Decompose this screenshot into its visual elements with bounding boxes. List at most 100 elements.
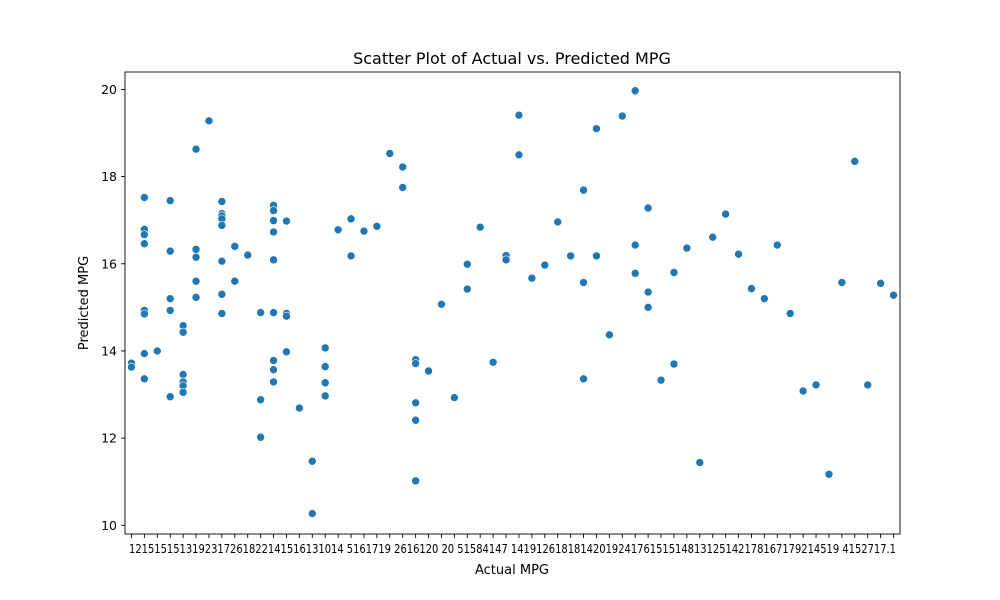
data-point bbox=[747, 284, 756, 293]
data-point bbox=[243, 250, 253, 260]
data-point bbox=[514, 110, 524, 120]
data-point bbox=[269, 356, 278, 365]
data-point bbox=[863, 380, 873, 390]
data-point bbox=[889, 290, 898, 300]
data-point bbox=[811, 380, 821, 390]
data-point bbox=[217, 221, 227, 230]
data-point bbox=[269, 308, 278, 317]
data-point bbox=[437, 300, 446, 309]
data-point bbox=[217, 289, 227, 299]
data-point bbox=[256, 308, 265, 317]
data-point bbox=[411, 415, 420, 425]
data-point bbox=[191, 293, 201, 302]
data-point bbox=[643, 303, 653, 312]
data-point bbox=[837, 278, 847, 287]
data-point bbox=[682, 243, 692, 253]
data-point bbox=[320, 391, 330, 401]
data-point bbox=[204, 116, 214, 126]
data-point bbox=[411, 359, 420, 368]
data-point bbox=[165, 392, 175, 402]
x-axis: 1215151513192317261822141516131014 51617… bbox=[129, 534, 896, 556]
data-point bbox=[217, 197, 227, 206]
data-point bbox=[643, 203, 653, 213]
data-point bbox=[191, 144, 201, 154]
data-point bbox=[178, 388, 188, 397]
x-axis-title: Actual MPG bbox=[475, 563, 549, 578]
data-point bbox=[307, 456, 317, 466]
data-point bbox=[269, 377, 278, 387]
data-point bbox=[191, 245, 201, 254]
data-point bbox=[269, 227, 278, 237]
data-point bbox=[734, 249, 743, 259]
data-point bbox=[656, 375, 666, 385]
data-point bbox=[721, 209, 730, 219]
data-point bbox=[708, 232, 718, 242]
data-point bbox=[514, 150, 524, 160]
data-point bbox=[282, 216, 291, 226]
data-point bbox=[772, 240, 782, 250]
data-point bbox=[140, 309, 149, 319]
data-point bbox=[333, 225, 343, 235]
data-point bbox=[282, 347, 291, 357]
data-point bbox=[488, 357, 498, 367]
data-point bbox=[320, 362, 330, 371]
y-tick-label: 20 bbox=[101, 82, 117, 97]
data-point bbox=[475, 222, 485, 232]
data-point bbox=[230, 276, 240, 286]
y-axis-title: Predicted MPG bbox=[77, 256, 92, 350]
data-point bbox=[372, 221, 382, 231]
data-point bbox=[359, 226, 369, 236]
data-point bbox=[605, 330, 614, 340]
data-point bbox=[269, 216, 278, 225]
data-point bbox=[165, 246, 175, 256]
data-point bbox=[630, 240, 640, 250]
chart-title: Scatter Plot of Actual vs. Predicted MPG bbox=[353, 49, 671, 68]
data-point bbox=[450, 393, 459, 402]
data-point bbox=[579, 185, 588, 195]
data-point bbox=[256, 395, 265, 405]
data-point bbox=[462, 259, 472, 269]
data-point bbox=[617, 111, 627, 121]
data-point bbox=[592, 251, 601, 261]
data-point bbox=[178, 370, 188, 379]
data-point bbox=[850, 157, 860, 166]
data-point bbox=[760, 294, 769, 303]
data-point bbox=[346, 251, 356, 261]
data-point bbox=[217, 309, 227, 318]
data-point bbox=[411, 476, 420, 486]
data-point bbox=[152, 346, 162, 356]
y-tick-label: 16 bbox=[101, 256, 117, 271]
data-point bbox=[191, 276, 201, 286]
data-point bbox=[295, 403, 304, 413]
data-point bbox=[140, 349, 149, 358]
data-point bbox=[191, 252, 201, 262]
data-point bbox=[630, 269, 640, 278]
data-point bbox=[269, 206, 278, 215]
data-point bbox=[424, 366, 433, 376]
data-point bbox=[527, 273, 537, 283]
data-point bbox=[566, 251, 575, 261]
data-point bbox=[501, 255, 511, 265]
data-point bbox=[140, 230, 149, 239]
data-point bbox=[269, 255, 278, 265]
data-point bbox=[269, 365, 278, 374]
data-point bbox=[411, 398, 420, 408]
data-point bbox=[579, 278, 588, 287]
data-point bbox=[165, 306, 175, 315]
data-point bbox=[178, 327, 188, 337]
data-point bbox=[785, 309, 795, 318]
scatter-points bbox=[127, 86, 898, 518]
data-point bbox=[140, 374, 149, 384]
y-tick-label: 14 bbox=[101, 343, 117, 358]
data-point bbox=[165, 294, 175, 303]
y-tick-label: 18 bbox=[101, 169, 117, 184]
data-point bbox=[824, 469, 834, 479]
axes-frame bbox=[124, 71, 901, 535]
data-point bbox=[876, 279, 885, 288]
data-point bbox=[346, 214, 356, 224]
y-axis: 10 12 14 16 18 20 bbox=[101, 82, 125, 533]
data-point bbox=[669, 268, 679, 277]
data-point bbox=[579, 374, 588, 384]
data-point bbox=[282, 311, 291, 321]
